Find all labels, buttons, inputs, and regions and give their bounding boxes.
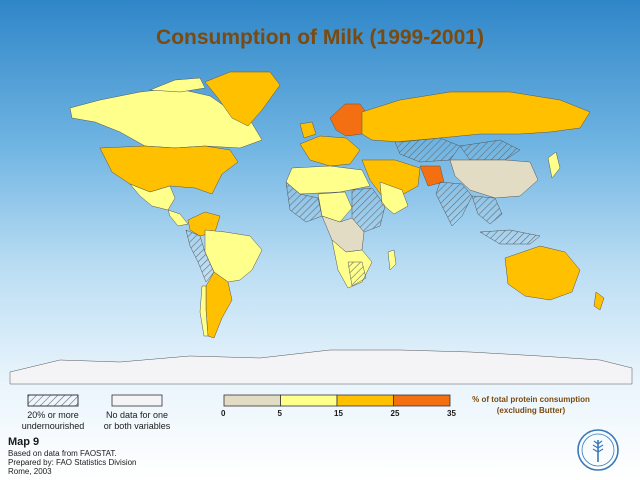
region-indonesia bbox=[479, 229, 541, 245]
legend-undernourished-bg bbox=[27, 394, 79, 407]
legend-scale-title: % of total protein consumption (excludin… bbox=[456, 394, 606, 416]
region-india bbox=[435, 181, 473, 227]
legend-undernourished-label: 20% or more undernourished bbox=[21, 410, 85, 431]
region-madagascar bbox=[387, 249, 397, 271]
region-sahel bbox=[317, 191, 353, 223]
region-chile bbox=[199, 285, 209, 337]
legend-tick: 0 bbox=[221, 409, 226, 418]
region-canada-islands bbox=[149, 77, 206, 93]
legend-no-data-line1: No data for one bbox=[105, 410, 169, 420]
region-southeast-asia bbox=[471, 195, 503, 225]
region-mongolia bbox=[459, 139, 521, 161]
region-andes bbox=[185, 229, 215, 283]
legend-tick: 35 bbox=[447, 409, 456, 418]
legend-tick: 15 bbox=[334, 409, 343, 418]
map-number: Map 9 bbox=[8, 436, 40, 448]
region-mexico bbox=[129, 183, 176, 211]
legend-tick: 25 bbox=[390, 409, 400, 418]
footer-place-date: Rome, 2003 bbox=[8, 467, 52, 476]
region-arabia bbox=[379, 181, 409, 215]
legend-no-data-label: No data for one or both variables bbox=[96, 410, 178, 432]
region-western-europe bbox=[299, 135, 361, 167]
region-japan bbox=[547, 151, 561, 179]
legend-scale-title-line1: % of total protein consumption bbox=[472, 395, 590, 404]
region-kazakhstan bbox=[394, 137, 461, 163]
legend-no-data-swatch bbox=[111, 394, 163, 407]
legend-class-0-5 bbox=[223, 394, 281, 407]
region-russia bbox=[361, 91, 591, 143]
region-iceland-uk bbox=[299, 121, 317, 139]
region-afghanistan bbox=[419, 165, 445, 187]
legend-class-15-25 bbox=[336, 394, 394, 407]
legend-class-25-35 bbox=[393, 394, 451, 407]
legend-class-5-15 bbox=[280, 394, 338, 407]
region-australia bbox=[504, 245, 581, 301]
map-title: Consumption of Milk (1999-2001) bbox=[156, 26, 484, 49]
region-south-africa bbox=[347, 261, 367, 287]
fao-logo bbox=[577, 429, 619, 471]
region-antarctica bbox=[9, 349, 633, 385]
legend-no-data-line2: or both variables bbox=[103, 421, 171, 431]
footer-prepared-by: Prepared by: FAO Statistics Division bbox=[8, 458, 137, 467]
legend-scale bbox=[223, 394, 451, 407]
region-china bbox=[449, 159, 539, 199]
region-greenland bbox=[204, 71, 281, 127]
region-argentina bbox=[205, 271, 233, 339]
legend-scale-title-line2: (excluding Butter) bbox=[496, 406, 566, 415]
region-middle-east bbox=[361, 159, 421, 197]
footer-source: Based on data from FAOSTAT. bbox=[8, 449, 117, 458]
region-new-zealand bbox=[593, 291, 605, 311]
region-central-america bbox=[167, 209, 189, 227]
legend-tick: 5 bbox=[277, 409, 282, 418]
